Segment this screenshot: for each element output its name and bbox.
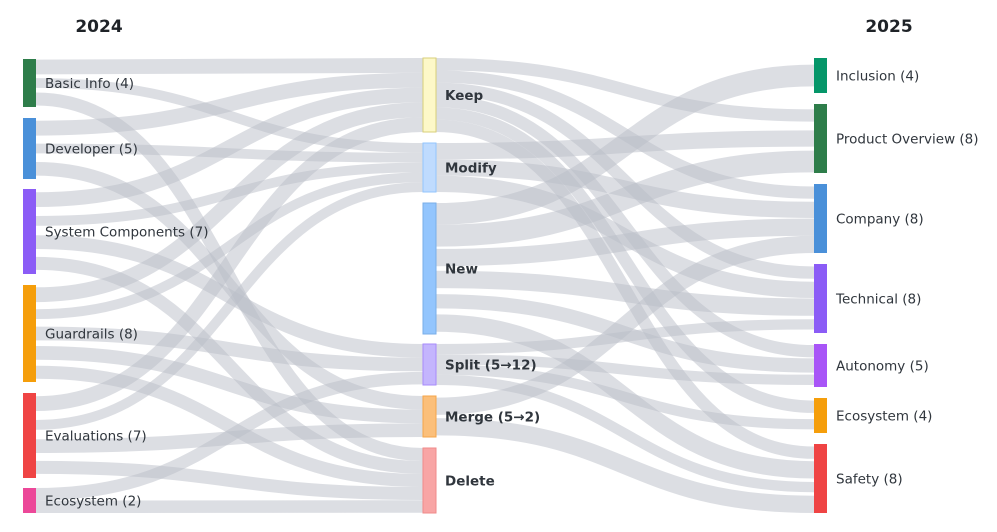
left-node-system-components (23, 189, 36, 274)
middle-label-delete: Delete (445, 474, 495, 490)
link-m4-r5 (435, 354, 815, 385)
link-m4-r4 (435, 319, 815, 355)
right-label-autonomy: Autonomy (5) (836, 359, 929, 375)
link-m3-r3 (435, 218, 815, 267)
link-l3-m6 (35, 256, 424, 474)
link-l5-m6 (35, 460, 424, 500)
middle-node-delete (422, 447, 437, 514)
link-m3-r4 (435, 270, 815, 316)
nodes: Basic Info (4) Developer (5) System Compon… (23, 57, 979, 514)
left-node-ecosystem (23, 488, 36, 513)
link-l5-m2 (35, 182, 424, 430)
right-node-inclusion (814, 58, 827, 93)
middle-node-new (422, 202, 437, 335)
link-l4-m1 (35, 102, 424, 303)
flow-links (35, 58, 815, 514)
right-node-ecosystem (814, 398, 827, 433)
middle-label-keep: Keep (445, 88, 484, 104)
link-m3-r1 (435, 64, 815, 225)
middle-node-keep (422, 57, 437, 133)
left-label-ecosystem: Ecosystem (2) (45, 494, 141, 510)
right-label-ecosystem: Ecosystem (4) (836, 409, 932, 425)
left-label-guardrails: Guardrails (8) (45, 327, 138, 343)
link-m5-r7 (435, 418, 815, 514)
year-2024-title: 2024 (75, 17, 122, 37)
left-label-developer: Developer (5) (45, 142, 138, 158)
left-label-basic-info: Basic Info (4) (45, 76, 134, 92)
year-2025-title: 2025 (865, 17, 912, 37)
link-m1-r5 (435, 95, 815, 358)
right-label-company: Company (8) (836, 212, 924, 228)
right-node-company (814, 184, 827, 253)
middle-label-new: New (445, 262, 478, 278)
right-label-technical: Technical (8) (835, 292, 921, 308)
right-node-technical (814, 264, 827, 333)
link-l2-m1 (35, 72, 424, 136)
left-node-evaluations (23, 393, 36, 478)
right-label-inclusion: Inclusion (4) (836, 69, 919, 85)
link-m1-r2 (435, 58, 815, 122)
right-node-product-overview (814, 104, 827, 173)
right-node-autonomy (814, 344, 827, 387)
link-l4-m4 (35, 326, 424, 372)
link-l4-m5 (35, 346, 424, 424)
left-node-basic-info (23, 59, 36, 107)
link-m5-r3 (435, 235, 815, 415)
middle-label-modify: Modify (445, 161, 497, 177)
link-m3-r2 (435, 150, 815, 247)
link-l1-m1 (35, 58, 424, 75)
link-l5-m1 (35, 117, 424, 412)
middle-node-modify (422, 142, 437, 193)
middle-node-merge (422, 395, 437, 438)
middle-label-split: Split (5→12) (445, 358, 537, 374)
link-l4-m2 (35, 172, 424, 319)
left-label-system-components: System Components (7) (45, 225, 208, 241)
link-m4-r6 (435, 364, 815, 430)
right-label-product-overview: Product Overview (8) (836, 132, 979, 148)
link-l3-m1 (35, 87, 424, 208)
link-l6-m4 (35, 371, 424, 501)
middle-node-split (422, 343, 437, 386)
middle-label-merge: Merge (5→2) (445, 410, 540, 426)
right-label-safety: Safety (8) (836, 472, 903, 488)
link-l4-m6 (35, 365, 424, 487)
left-node-developer (23, 118, 36, 179)
left-node-guardrails (23, 285, 36, 382)
link-l3-m4 (35, 235, 424, 358)
link-m1-r6 (435, 107, 815, 413)
right-node-safety (814, 444, 827, 513)
link-m4-r7 (435, 374, 815, 493)
left-label-evaluations: Evaluations (7) (45, 429, 147, 445)
